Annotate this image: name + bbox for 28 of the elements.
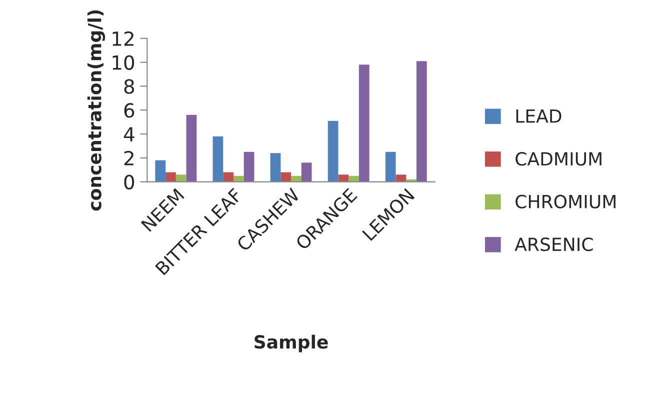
y-tick-label: 10 (112, 55, 134, 70)
y-tick-label: 12 (112, 31, 134, 46)
bar (301, 162, 312, 182)
bar (416, 61, 427, 182)
legend-label: CADMIUM (516, 152, 602, 166)
bar (186, 114, 197, 182)
y-tick-label: 4 (124, 127, 134, 142)
y-tick-label: 6 (124, 103, 134, 118)
y-tick-label: 2 (124, 150, 134, 166)
bar (176, 174, 186, 182)
bar (223, 172, 234, 182)
bar (155, 160, 166, 182)
y-axis-title: concentration(mg/l) (87, 10, 106, 211)
legend-label: CHROMIUM (516, 194, 616, 208)
bar (244, 152, 254, 182)
legend-label: ARSENIC (514, 238, 593, 252)
bar (358, 64, 370, 182)
bar (270, 153, 281, 182)
y-tick-label: 0 (124, 174, 134, 190)
bar (166, 172, 176, 182)
bar (338, 174, 349, 182)
legend-label: LEAD (516, 109, 562, 123)
bar (212, 136, 224, 182)
y-tick-label: 8 (124, 79, 134, 94)
bar (385, 152, 396, 182)
bar (280, 172, 292, 182)
bar (328, 120, 338, 182)
x-axis-title: Sample (254, 334, 328, 352)
